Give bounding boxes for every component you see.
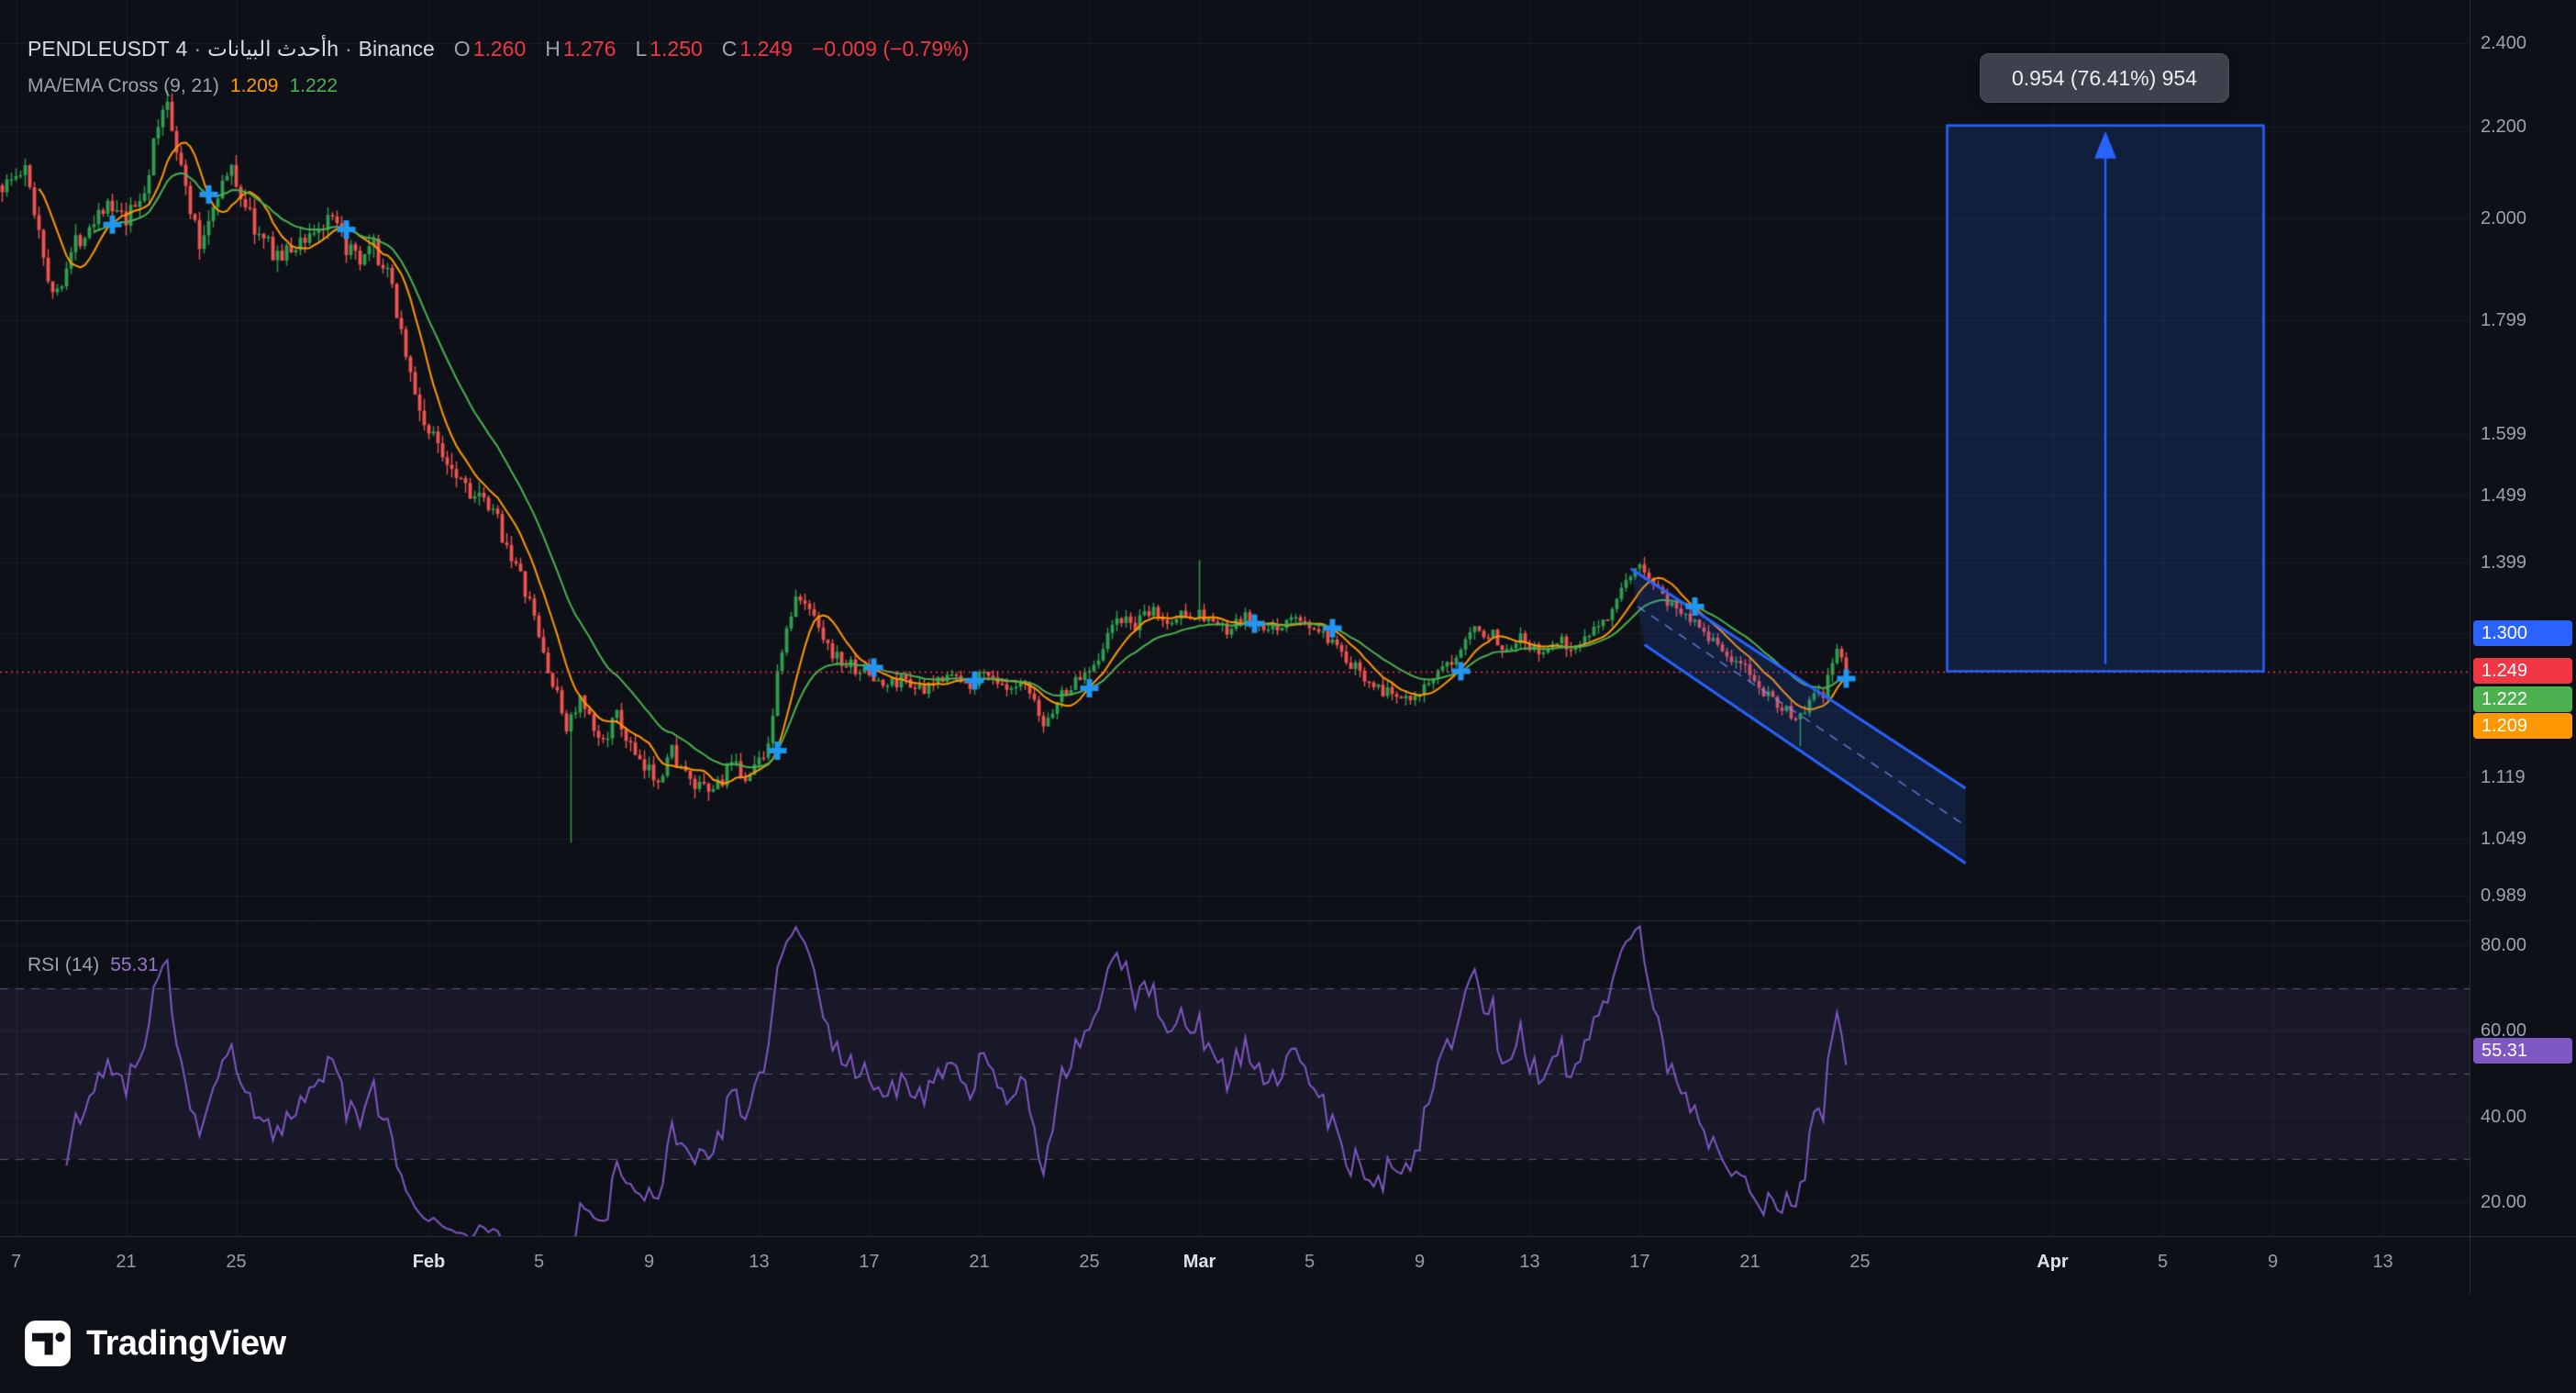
time-axis-label: 9 (1414, 1252, 1426, 1272)
tradingview-brand-text[interactable]: TradingView (86, 1323, 286, 1363)
price-axis-label: 2.200 (2481, 117, 2527, 138)
time-axis-label: 21 (116, 1252, 137, 1272)
rsi-name: RSI (14) (28, 954, 100, 975)
price-axis-badge: 1.300 (2473, 620, 2572, 646)
price-change: −0.009 (−0.79%) (811, 37, 970, 61)
ohlc-open: O 1.260 (453, 37, 527, 61)
ohlc-high: H 1.276 (545, 37, 616, 61)
price-axis-label: 2.000 (2481, 208, 2527, 229)
ma9-value: 1.209 (229, 75, 279, 96)
symbol-legend[interactable]: PENDLEUSDT 4 · أحدث البيانات h · Binance… (28, 37, 969, 97)
symbol-name: PENDLEUSDT (28, 37, 170, 61)
price-axis[interactable]: 2.400 2.200 2.000 1.799 1.599 1.499 1.399 1.119… (2470, 0, 2576, 1294)
rsi-legend[interactable]: RSI (14) 55.31 (28, 954, 159, 976)
price-axis-label: 1.119 (2481, 766, 2526, 787)
price-axis-label: 1.399 (2481, 552, 2527, 573)
interval-unit: h (327, 37, 339, 61)
rsi-axis-label: 20.00 (2481, 1192, 2527, 1213)
symbol-title-row: PENDLEUSDT 4 · أحدث البيانات h · Binance… (28, 37, 969, 61)
time-axis-label: 13 (2372, 1252, 2393, 1272)
price-axis-label: 1.499 (2481, 485, 2527, 507)
time-axis-label: 25 (1849, 1252, 1871, 1272)
time-axis-label: 13 (749, 1252, 770, 1272)
time-axis-label: 5 (1304, 1252, 1316, 1272)
price-axis-label: 1.049 (2481, 829, 2527, 850)
rsi-axis-label: 40.00 (2481, 1106, 2527, 1127)
time-axis-label: 9 (643, 1252, 655, 1272)
ema21-value: 1.222 (289, 75, 339, 96)
time-axis-label: 9 (2267, 1252, 2279, 1272)
ohlc-low: L 1.250 (635, 37, 703, 61)
price-axis-badge: 1.222 (2473, 686, 2572, 712)
exchange-name: Binance (358, 37, 435, 61)
tradingview-logo-icon[interactable] (24, 1320, 72, 1367)
separator-dot: · (345, 37, 352, 61)
price-axis-label: 0.989 (2481, 886, 2527, 907)
rsi-axis-label: 80.00 (2481, 935, 2527, 956)
time-axis-month-label: Apr (2037, 1252, 2069, 1272)
time-axis-month-label: Mar (1183, 1252, 1216, 1272)
session-note-arabic: أحدث البيانات (207, 37, 328, 61)
time-axis-label: 25 (1079, 1252, 1100, 1272)
measure-tooltip-text: 0.954 (76.41%) 954 (2011, 65, 2198, 90)
bottom-bar: TradingView (0, 1294, 2576, 1393)
indicator-legend[interactable]: MA/EMA Cross (9, 21) 1.209 1.222 (28, 75, 969, 97)
time-axis-month-label: Feb (412, 1252, 446, 1272)
measure-tooltip: 0.954 (76.41%) 954 (1980, 53, 2229, 103)
rsi-axis-badge: 55.31 (2473, 1038, 2572, 1064)
time-axis-label: 7 (10, 1252, 22, 1272)
time-axis-label: 17 (1629, 1252, 1650, 1272)
price-axis-label: 1.599 (2481, 423, 2527, 444)
time-axis-label: 21 (1739, 1252, 1760, 1272)
rsi-axis-label: 60.00 (2481, 1020, 2527, 1042)
separator-dot: · (194, 37, 202, 61)
rsi-value: 55.31 (110, 954, 159, 975)
price-axis-badge: 1.249 (2473, 658, 2572, 684)
ohlc-close: C 1.249 (721, 37, 793, 61)
chart-canvas[interactable] (0, 0, 2470, 1236)
interval-value: 4 (175, 37, 188, 61)
price-axis-label: 1.799 (2481, 310, 2527, 331)
indicator-name: MA/EMA Cross (9, 21) (28, 75, 219, 96)
time-axis-label: 5 (2157, 1252, 2169, 1272)
time-axis-label: 25 (226, 1252, 247, 1272)
time-axis[interactable]: 7 21 25 Feb 5 9 13 17 21 25 Mar 5 9 13 17 21 25 Apr 5 9 13 (0, 1236, 2576, 1294)
time-axis-label: 13 (1519, 1252, 1540, 1272)
time-axis-label: 21 (969, 1252, 990, 1272)
price-axis-label: 2.400 (2481, 32, 2527, 53)
price-axis-badge: 1.209 (2473, 713, 2572, 739)
time-axis-label: 5 (533, 1252, 545, 1272)
time-axis-label: 17 (859, 1252, 880, 1272)
